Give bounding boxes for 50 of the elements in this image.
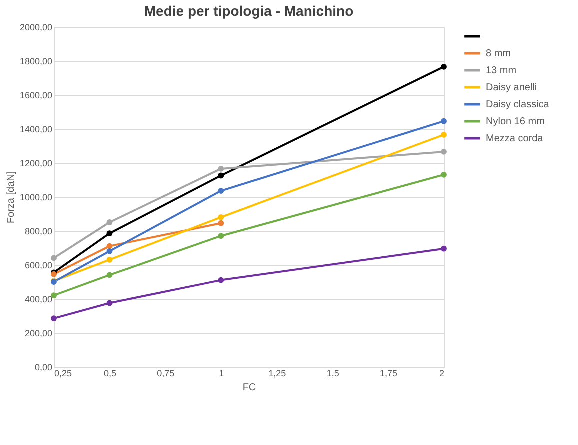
point (441, 132, 447, 138)
y-tick-label: 1200,00 (20, 158, 52, 168)
point (218, 188, 224, 194)
legend-label: 8 mm (486, 48, 511, 60)
point (441, 246, 447, 252)
x-tick-label: 2 (439, 368, 444, 378)
x-tick-label: 1,75 (380, 368, 398, 378)
y-tick-label: 600,00 (24, 260, 52, 270)
point (218, 172, 224, 179)
point (441, 172, 447, 178)
x-tick-label: 1,25 (268, 368, 286, 378)
legend-label: Nylon 16 mm (486, 116, 545, 128)
x-tick-label: 0,25 (54, 368, 72, 378)
legend-label: Daisy anelli (486, 82, 538, 94)
point (441, 118, 447, 124)
x-tick-label: 0,5 (104, 368, 116, 378)
point (106, 272, 113, 278)
point (218, 214, 224, 220)
point (106, 248, 113, 254)
y-tick-label: 1800,00 (20, 56, 52, 66)
point (441, 64, 447, 70)
point (218, 277, 224, 284)
x-tick-label: 1,5 (326, 368, 340, 378)
y-tick-label: 2000,00 (20, 22, 52, 32)
y-tick-label: 200,00 (24, 328, 52, 338)
legend-label: Mezza corda (486, 134, 544, 144)
point (51, 255, 57, 262)
legend-label: 13 mm (486, 66, 517, 76)
point (441, 149, 447, 155)
x-tick-label: 0,75 (157, 368, 175, 378)
point (106, 243, 113, 250)
y-tick-label: 400,00 (24, 294, 52, 304)
point (106, 300, 113, 306)
y-tick-label: 1400,00 (20, 124, 52, 134)
y-axis-title: Forza [daN] (6, 171, 17, 224)
point (106, 256, 113, 263)
point (218, 166, 224, 172)
point (51, 316, 57, 322)
point (106, 230, 113, 236)
chart-title: Medie per tipologia - Manichino (144, 3, 354, 19)
point (218, 233, 224, 240)
y-tick-label: 1000,00 (20, 192, 52, 202)
y-tick-label: 1600,00 (20, 90, 52, 100)
legend-label: Daisy classica (486, 100, 550, 110)
x-axis-title: FC (242, 382, 256, 394)
point (218, 220, 224, 226)
y-tick-label: 0,00 (34, 362, 52, 372)
point (106, 220, 113, 226)
x-tick-label: 1 (219, 368, 224, 378)
y-tick-label: 800,00 (24, 226, 52, 236)
